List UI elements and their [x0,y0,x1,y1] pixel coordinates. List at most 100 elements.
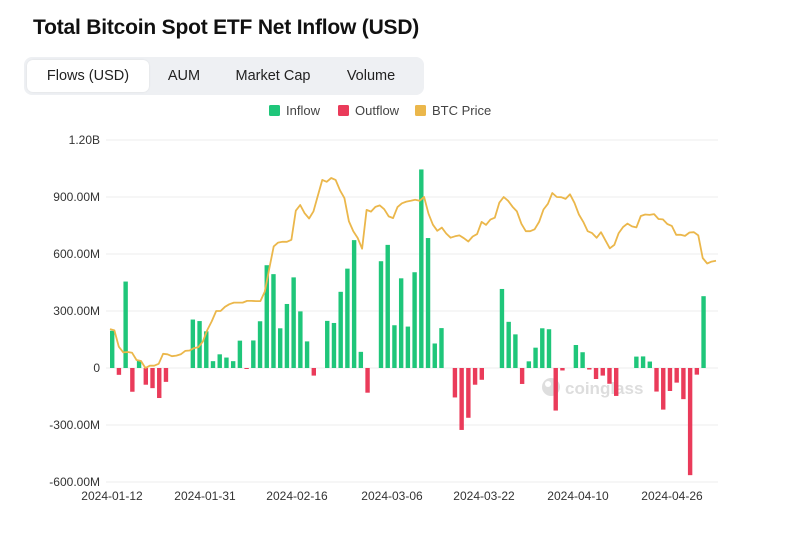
outflow-bar[interactable] [687,368,693,476]
inflow-bar[interactable] [210,361,216,368]
inflow-bar[interactable] [298,311,303,368]
svg-text:Inflow: Inflow [286,103,321,118]
inflow-bar[interactable] [204,331,209,368]
inflow-bar[interactable] [264,265,269,368]
outflow-bar[interactable] [587,368,592,370]
inflow-bar[interactable] [540,328,545,368]
outflow-bar[interactable] [661,368,666,410]
inflow-bar[interactable] [358,351,364,368]
inflow-bar[interactable] [546,329,552,368]
tab-flows[interactable]: Flows (USD) [27,60,149,92]
inflow-bar[interactable] [271,274,276,368]
legend: Inflow Outflow BTC Price [269,103,491,118]
x-tick-label: 2024-01-12 [81,489,143,503]
inflow-bar[interactable] [432,343,437,368]
y-axis-ticks: 1.20B 900.00M 600.00M 300.00M 0 -300.00M -600.… [49,133,100,489]
outflow-bar[interactable] [311,368,316,376]
inflow-bar[interactable] [304,341,310,368]
x-tick-label: 2024-01-31 [174,489,236,503]
outflow-bar[interactable] [365,368,370,393]
outflow-bar[interactable] [553,368,558,411]
y-tick-label: 0 [93,361,100,375]
outflow-bar[interactable] [694,368,700,375]
legend-outflow[interactable]: Outflow [338,103,400,118]
outflow-bar[interactable] [472,368,478,385]
inflow-bar[interactable] [405,326,411,368]
outflow-bar[interactable] [116,368,122,375]
page-title: Total Bitcoin Spot ETF Net Inflow (USD) [33,16,420,39]
outflow-bar[interactable] [674,368,679,383]
inflow-bar[interactable] [278,328,283,368]
x-tick-label: 2024-03-22 [453,489,515,503]
inflow-bar[interactable] [123,281,128,368]
inflow-bar[interactable] [412,272,417,368]
y-tick-label: 900.00M [53,190,100,204]
inflow-bar[interactable] [257,321,263,368]
inflow-bar[interactable] [345,268,350,368]
svg-text:Outflow: Outflow [355,103,400,118]
inflow-bar[interactable] [499,288,505,368]
inflow-bar[interactable] [513,334,518,368]
inflow-bar[interactable] [640,356,646,368]
outflow-bar[interactable] [593,368,599,380]
outflow-bar[interactable] [560,368,565,371]
outflow-bar[interactable] [244,368,249,369]
outflow-bar[interactable] [607,368,612,384]
inflow-bar[interactable] [284,303,290,368]
outflow-bar[interactable] [150,368,155,389]
inflow-bar[interactable] [331,322,337,368]
inflow-bar[interactable] [398,278,404,368]
outflow-bar[interactable] [163,368,169,382]
outflow-bar[interactable] [130,368,135,392]
inflow-bar[interactable] [634,356,639,368]
inflow-bar[interactable] [291,277,296,368]
inflow-bar[interactable] [190,319,196,368]
outflow-bar[interactable] [157,368,162,399]
inflow-bar[interactable] [338,291,343,368]
outflow-bar[interactable] [600,368,605,376]
inflow-bar[interactable] [378,261,384,368]
inflow-bar[interactable] [419,169,424,368]
inflow-bar[interactable] [217,354,222,368]
outflow-bar[interactable] [459,368,464,430]
grid-lines [106,139,718,483]
inflow-bar[interactable] [573,345,579,368]
outflow-bar[interactable] [681,368,686,400]
tab-aum[interactable]: AUM [167,68,201,84]
outflow-bar[interactable] [614,368,619,396]
outflow-bar[interactable] [452,368,458,398]
svg-text:BTC Price: BTC Price [432,103,491,118]
inflow-bar[interactable] [224,357,229,368]
tab-volume[interactable]: Volume [346,68,396,84]
inflow-bar[interactable] [392,325,397,368]
tab-market-cap[interactable]: Market Cap [235,68,311,84]
inflow-bar[interactable] [647,361,652,368]
inflow-bar[interactable] [351,240,357,368]
legend-btc-price[interactable]: BTC Price [415,103,491,118]
inflow-bar[interactable] [110,330,115,368]
inflow-bar[interactable] [237,340,243,368]
outflow-bar[interactable] [479,368,484,380]
outflow-bar[interactable] [519,368,525,384]
inflow-bar[interactable] [251,340,256,368]
x-tick-label: 2024-03-06 [361,489,423,503]
outflow-bar[interactable] [667,368,673,391]
y-tick-label: -600.00M [49,475,100,489]
inflow-bar[interactable] [701,296,706,368]
inflow-bar[interactable] [325,320,330,368]
x-tick-label: 2024-04-26 [641,489,703,503]
outflow-bar[interactable] [466,368,471,418]
inflow-bar[interactable] [580,352,585,368]
inflow-bar[interactable] [506,321,511,368]
outflow-bar[interactable] [654,368,659,392]
outflow-bar[interactable] [143,368,148,385]
inflow-bar[interactable] [526,361,532,368]
inflow-bar[interactable] [533,347,538,368]
inflow-bar[interactable] [439,328,444,368]
inflow-bar[interactable] [425,238,431,368]
inflow-bar[interactable] [385,244,390,368]
inflow-bar[interactable] [230,361,236,368]
inflow-bar[interactable] [136,360,142,368]
legend-inflow[interactable]: Inflow [269,103,321,118]
